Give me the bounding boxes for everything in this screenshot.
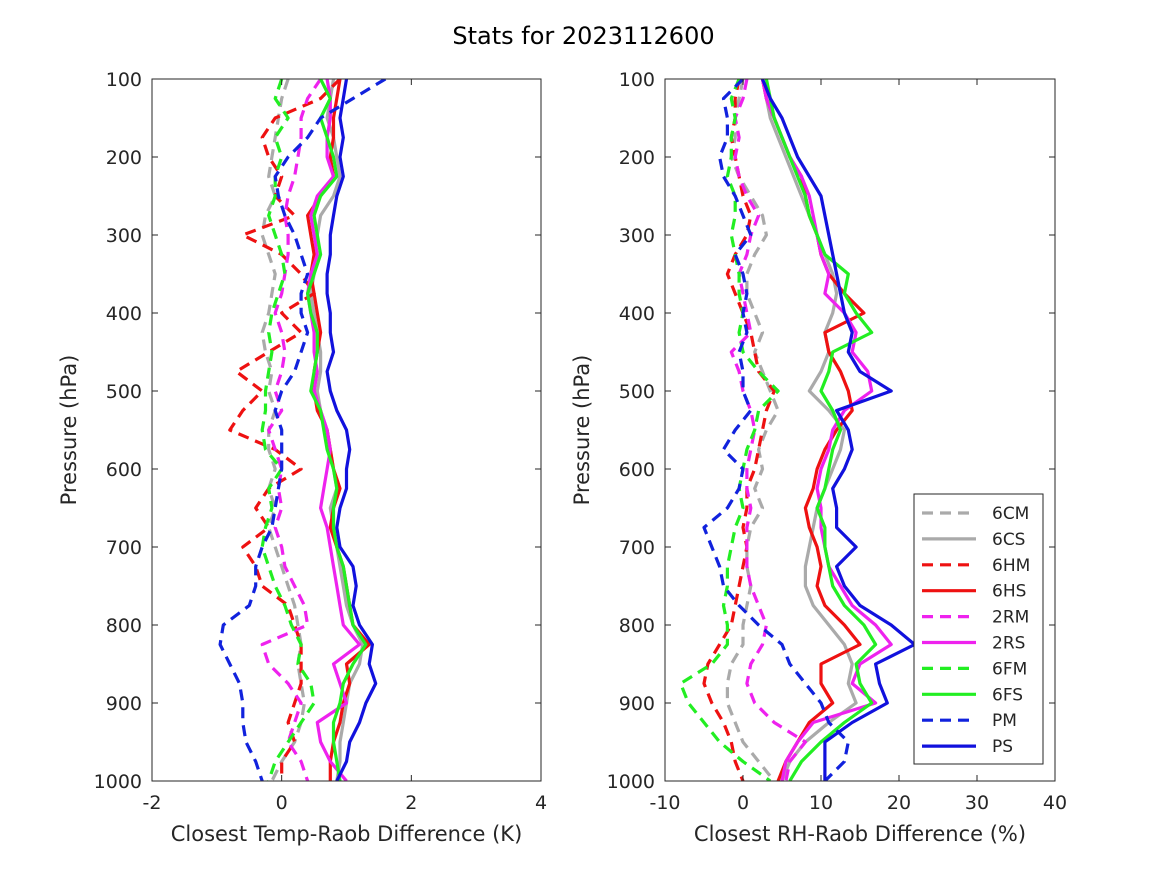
x-tick-label: 4: [535, 792, 547, 814]
y-tick-label: 600: [106, 459, 142, 481]
series-line-2rs: [760, 79, 893, 781]
y-tick-label: 700: [106, 537, 142, 559]
series-line-6fm: [678, 79, 780, 781]
legend-label-6cm: 6CM: [992, 504, 1029, 524]
series-line-2rm: [260, 79, 322, 781]
x-tick-label: -2: [143, 792, 162, 814]
y-tick-label: 200: [619, 147, 655, 169]
legend-label-2rm: 2RM: [992, 608, 1029, 628]
x-tick-label: 10: [809, 792, 833, 814]
axes-frame-1: [151, 78, 542, 782]
y-axis-label: Pressure (hPa): [570, 355, 594, 506]
legend-label-6fm: 6FM: [992, 659, 1027, 679]
y-tick-label: 100: [106, 69, 142, 91]
series-line-pm: [218, 79, 387, 781]
y-tick-label: 1000: [607, 771, 655, 793]
figure-title: Stats for 2023112600: [452, 22, 715, 50]
y-tick-label: 700: [619, 537, 655, 559]
y-tick-label: 600: [619, 459, 655, 481]
series-line-pm: [702, 79, 850, 781]
x-tick-label: 30: [965, 792, 989, 814]
y-tick-label: 400: [106, 303, 142, 325]
series-line-2rs: [306, 79, 362, 781]
x-tick-label: 20: [887, 792, 911, 814]
y-axis-label: Pressure (hPa): [57, 355, 81, 506]
y-tick-label: 300: [619, 225, 655, 247]
y-tick-label: 900: [619, 693, 655, 715]
y-tick-label: 500: [106, 381, 142, 403]
axes-frame-2: [664, 78, 1056, 782]
series-line-ps: [761, 79, 917, 781]
x-axis-label: Closest Temp-Raob Difference (K): [171, 822, 523, 846]
legend-label-6hs: 6HS: [992, 582, 1026, 602]
y-tick-label: 1000: [94, 771, 142, 793]
y-tick-label: 900: [106, 693, 142, 715]
series-line-6hm: [702, 79, 776, 781]
legend-label-ps: PS: [992, 737, 1013, 757]
series-line-6fs: [306, 79, 368, 781]
x-tick-label: 40: [1043, 792, 1067, 814]
y-tick-label: 800: [106, 615, 142, 637]
x-tick-label: 2: [405, 792, 417, 814]
y-tick-label: 400: [619, 303, 655, 325]
y-tick-label: 500: [619, 381, 655, 403]
legend-label-6hm: 6HM: [992, 556, 1030, 576]
y-tick-label: 800: [619, 615, 655, 637]
legend-label-2rs: 2RS: [992, 634, 1025, 654]
legend-label-pm: PM: [992, 711, 1017, 731]
series-line-ps: [325, 79, 378, 781]
x-tick-label: 0: [737, 792, 749, 814]
x-axis-label: Closest RH-Raob Difference (%): [694, 822, 1026, 846]
y-tick-label: 200: [106, 147, 142, 169]
y-tick-label: 100: [619, 69, 655, 91]
y-tick-label: 300: [106, 225, 142, 247]
series-line-2rm: [729, 79, 808, 781]
legend-label-6fs: 6FS: [992, 685, 1023, 705]
series-line-6cs: [760, 79, 858, 781]
x-tick-label: 0: [276, 792, 288, 814]
series-line-6fm: [260, 79, 316, 781]
series-line-6fs: [764, 79, 878, 781]
legend-label-6cs: 6CS: [992, 530, 1025, 550]
x-tick-label: -10: [649, 792, 680, 814]
